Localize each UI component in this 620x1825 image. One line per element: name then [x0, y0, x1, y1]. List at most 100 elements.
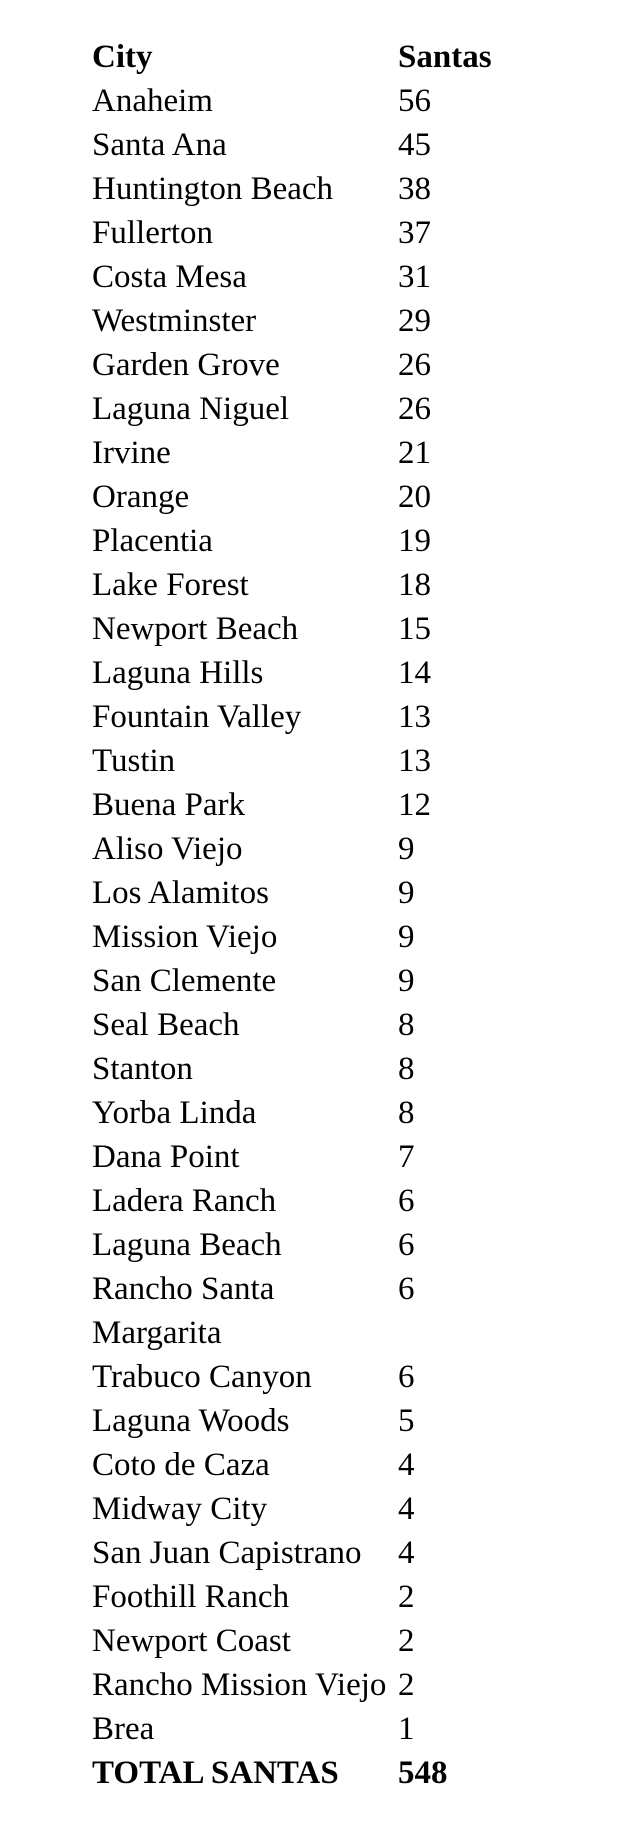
table-row: Laguna Niguel 26: [92, 387, 620, 431]
santas-cell: 1: [398, 1711, 415, 1747]
santas-cell: 8: [398, 1007, 415, 1043]
santas-cell: 19: [398, 523, 431, 559]
total-value-cell: 548: [398, 1755, 448, 1791]
city-cell: Costa Mesa: [92, 259, 247, 295]
city-cell: Aliso Viejo: [92, 831, 243, 867]
table-row: Laguna Beach 6: [92, 1223, 620, 1267]
santas-by-city-table: City Santas Anaheim 56 Santa Ana 45 Hunt…: [92, 35, 620, 1795]
city-cell: Dana Point: [92, 1139, 240, 1175]
table-row: Los Alamitos 9: [92, 871, 620, 915]
city-cell: Laguna Woods: [92, 1403, 290, 1439]
city-cell: Santa Ana: [92, 127, 227, 163]
column-header-city: City: [92, 39, 153, 75]
table-row: Rancho Mission Viejo 2: [92, 1663, 620, 1707]
city-cell: Los Alamitos: [92, 875, 269, 911]
santas-cell: 9: [398, 831, 415, 867]
santas-cell: 4: [398, 1447, 415, 1483]
table-body: Anaheim 56 Santa Ana 45 Huntington Beach…: [92, 79, 620, 1751]
city-cell: Mission Viejo: [92, 919, 278, 955]
table-row: Garden Grove 26: [92, 343, 620, 387]
table-row: Mission Viejo 9: [92, 915, 620, 959]
table-row: Buena Park 12: [92, 783, 620, 827]
city-cell: Laguna Hills: [92, 655, 264, 691]
city-cell: San Clemente: [92, 963, 277, 999]
santas-cell: 2: [398, 1623, 415, 1659]
table-row: Laguna Woods 5: [92, 1399, 620, 1443]
city-cell: Laguna Niguel: [92, 391, 290, 427]
city-cell: San Juan Capistrano: [92, 1535, 362, 1571]
santas-cell: 7: [398, 1139, 415, 1175]
santas-cell: 45: [398, 127, 431, 163]
santas-cell: 2: [398, 1667, 415, 1703]
table-row: Newport Beach 15: [92, 607, 620, 651]
table-row: Newport Coast 2: [92, 1619, 620, 1663]
santas-cell: 2: [398, 1579, 415, 1615]
santas-cell: 15: [398, 611, 431, 647]
table-row: Rancho Santa Margarita 6: [92, 1267, 620, 1355]
table-header: City Santas: [92, 35, 620, 79]
table-row: San Clemente 9: [92, 959, 620, 1003]
santas-cell: 4: [398, 1535, 415, 1571]
santas-cell: 31: [398, 259, 431, 295]
santas-cell: 6: [398, 1271, 415, 1307]
table-row: Tustin 13: [92, 739, 620, 783]
table-row: Orange 20: [92, 475, 620, 519]
santas-cell: 37: [398, 215, 431, 251]
city-cell: Buena Park: [92, 787, 246, 823]
santas-cell: 26: [398, 347, 431, 383]
table-row: Anaheim 56: [92, 79, 620, 123]
table-row: Fullerton 37: [92, 211, 620, 255]
city-cell: Fountain Valley: [92, 699, 302, 735]
total-row: TOTAL SANTAS 548: [92, 1751, 620, 1795]
city-cell: Huntington Beach: [92, 171, 334, 207]
city-cell: Rancho Mission Viejo: [92, 1667, 387, 1703]
table-row: San Juan Capistrano 4: [92, 1531, 620, 1575]
city-cell: Garden Grove: [92, 347, 280, 383]
city-cell: Placentia: [92, 523, 213, 559]
santas-cell: 21: [398, 435, 431, 471]
santas-cell: 9: [398, 919, 415, 955]
city-cell: Foothill Ranch: [92, 1579, 290, 1615]
table-row: Westminster 29: [92, 299, 620, 343]
table-row: Midway City 4: [92, 1487, 620, 1531]
santas-cell: 8: [398, 1095, 415, 1131]
city-cell: Ladera Ranch: [92, 1183, 277, 1219]
header-row: City Santas: [92, 35, 620, 79]
santas-cell: 20: [398, 479, 431, 515]
table-row: Laguna Hills 14: [92, 651, 620, 695]
table-row: Trabuco Canyon 6: [92, 1355, 620, 1399]
santas-cell: 38: [398, 171, 431, 207]
city-cell: Newport Coast: [92, 1623, 291, 1659]
table-row: Aliso Viejo 9: [92, 827, 620, 871]
city-cell: Yorba Linda: [92, 1095, 257, 1131]
santas-cell: 29: [398, 303, 431, 339]
city-cell: Stanton: [92, 1051, 193, 1087]
city-cell: Midway City: [92, 1491, 268, 1527]
table-row: Costa Mesa 31: [92, 255, 620, 299]
column-header-santas: Santas: [398, 39, 492, 75]
city-cell: Rancho Santa Margarita: [92, 1271, 275, 1351]
santas-cell: 4: [398, 1491, 415, 1527]
santas-cell: 13: [398, 699, 431, 735]
santas-cell: 8: [398, 1051, 415, 1087]
table-row: Yorba Linda 8: [92, 1091, 620, 1135]
city-cell: Lake Forest: [92, 567, 249, 603]
city-cell: Orange: [92, 479, 190, 515]
city-cell: Coto de Caza: [92, 1447, 270, 1483]
table-row: Foothill Ranch 2: [92, 1575, 620, 1619]
city-cell: Tustin: [92, 743, 176, 779]
table-footer: TOTAL SANTAS 548: [92, 1751, 620, 1795]
santas-cell: 14: [398, 655, 431, 691]
city-cell: Irvine: [92, 435, 171, 471]
santas-cell: 13: [398, 743, 431, 779]
total-label-cell: TOTAL SANTAS: [92, 1755, 339, 1791]
table-row: Stanton 8: [92, 1047, 620, 1091]
table-row: Placentia 19: [92, 519, 620, 563]
city-cell: Seal Beach: [92, 1007, 240, 1043]
santas-cell: 6: [398, 1227, 415, 1263]
city-cell: Anaheim: [92, 83, 213, 119]
santas-cell: 9: [398, 963, 415, 999]
table-row: Coto de Caza 4: [92, 1443, 620, 1487]
santas-cell: 9: [398, 875, 415, 911]
